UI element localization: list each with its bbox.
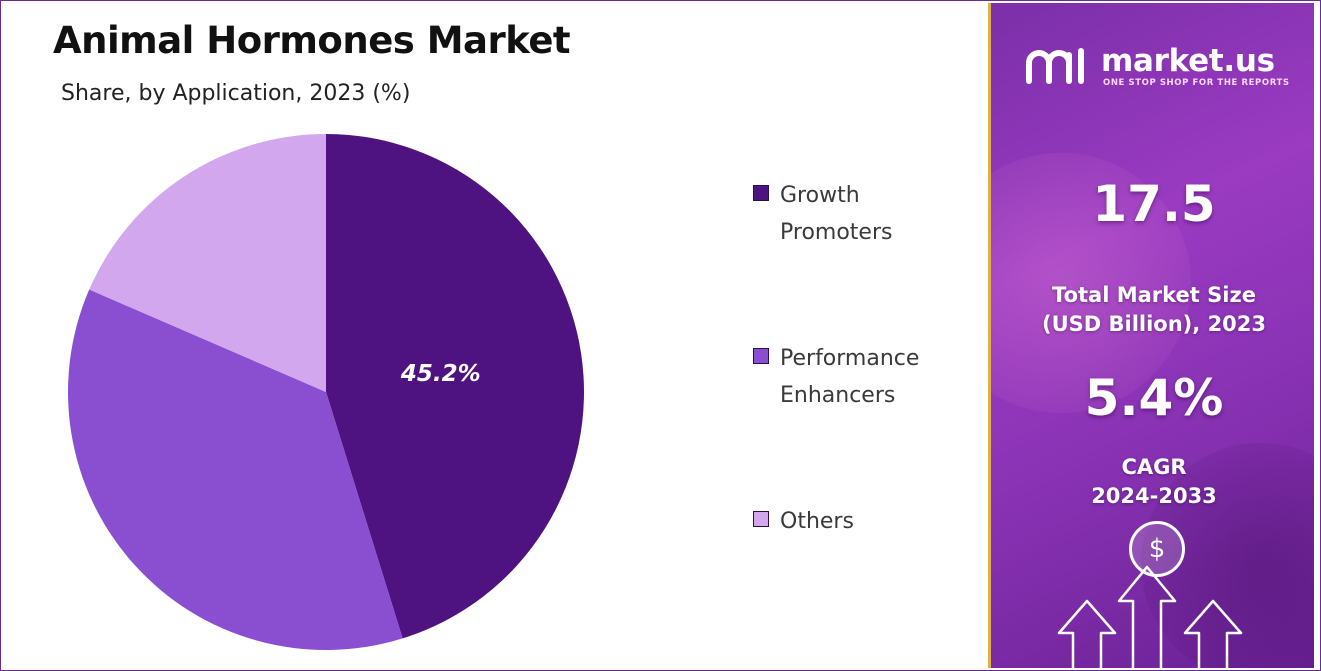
pie-data-label: 45.2% — [400, 361, 481, 387]
market-size-label: Total Market Size (USD Billion), 2023 — [1041, 283, 1267, 336]
growth-arrows-icon — [1057, 565, 1243, 668]
pie-slice-growth-promoters — [326, 134, 584, 639]
chart-title: Animal Hormones Market — [53, 19, 571, 62]
pie-slice-performance-enhancers — [67, 289, 403, 650]
legend-swatch — [753, 348, 769, 364]
market-us-logo-icon — [1026, 48, 1084, 84]
legend-label: Others — [780, 509, 854, 534]
brand-logo: market.us ONE STOP SHOP FOR THE REPORTS — [1025, 43, 1295, 93]
pie-chart: 45.2% — [67, 134, 584, 650]
market-size-value: 17.5 — [1092, 175, 1216, 233]
cagr-label: CAGR 2024-2033 — [1091, 455, 1217, 508]
stats-panel: market.us ONE STOP SHOP FOR THE REPORTS … — [988, 3, 1314, 668]
cagr-value: 5.4% — [1084, 369, 1224, 427]
brand-tagline: ONE STOP SHOP FOR THE REPORTS — [1103, 78, 1290, 88]
legend-swatch — [753, 185, 769, 201]
background-glow — [991, 153, 1191, 413]
legend-label: Growth Promoters — [780, 183, 893, 245]
chart-subtitle: Share, by Application, 2023 (%) — [61, 81, 411, 106]
legend-swatch — [753, 511, 769, 527]
dollar-icon: $ — [1129, 521, 1185, 577]
legend-label: Performance Enhancers — [780, 346, 920, 408]
brand-name: market.us — [1101, 43, 1275, 79]
chart-panel: Animal Hormones Market Share, by Applica… — [1, 1, 987, 668]
pie-slice-others — [89, 134, 327, 392]
